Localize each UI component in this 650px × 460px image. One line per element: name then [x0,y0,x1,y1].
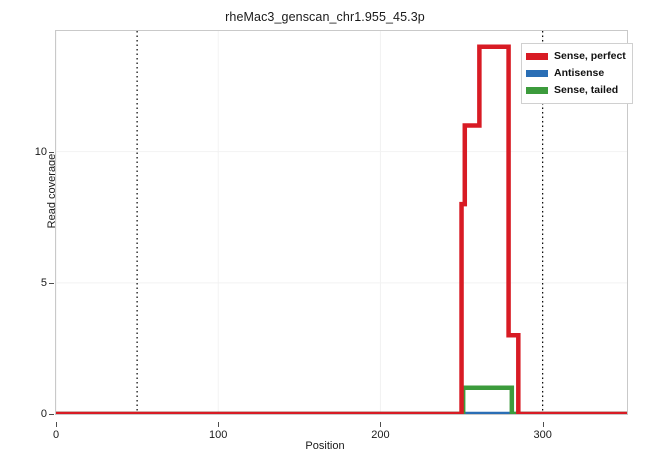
series-line-sense-perfect [56,44,627,414]
chart-title: rheMac3_genscan_chr1.955_45.3p [225,10,425,24]
legend-item: Sense, perfect [526,48,626,65]
legend-item-label: Antisense [554,67,605,80]
y-tick-label: 5 [40,276,47,289]
legend-item: Sense, tailed [526,82,626,99]
x-tick-label: 200 [371,429,390,441]
x-tick-label: 300 [533,429,552,441]
legend-color-swatch [526,70,548,77]
x-tick-mark [218,422,220,427]
x-axis-ticks: 0 100 200 300 [0,422,650,442]
x-tick-mark [56,422,57,427]
legend-item-label: Sense, tailed [554,84,619,97]
y-tick-label: 10 [34,145,47,158]
y-tick-mark [49,151,54,153]
legend-item-label: Sense, perfect [554,50,626,63]
x-tick-label: 0 [52,429,60,441]
y-tick-label: 0 [40,408,47,420]
legend-color-swatch [526,53,548,60]
legend-item: Antisense [526,65,626,82]
x-tick-mark [380,422,382,427]
legend-color-swatch [526,87,548,94]
x-tick-label: 100 [209,429,228,441]
y-tick-mark [49,414,54,415]
x-axis-label: Position [305,440,345,452]
y-tick-mark [49,282,54,284]
y-axis-ticks: 0 5 10 [0,0,55,460]
chart-legend: Sense, perfect Antisense Sense, tailed [521,43,633,104]
x-tick-mark [542,422,544,427]
series-line-sense-tailed [56,385,627,414]
